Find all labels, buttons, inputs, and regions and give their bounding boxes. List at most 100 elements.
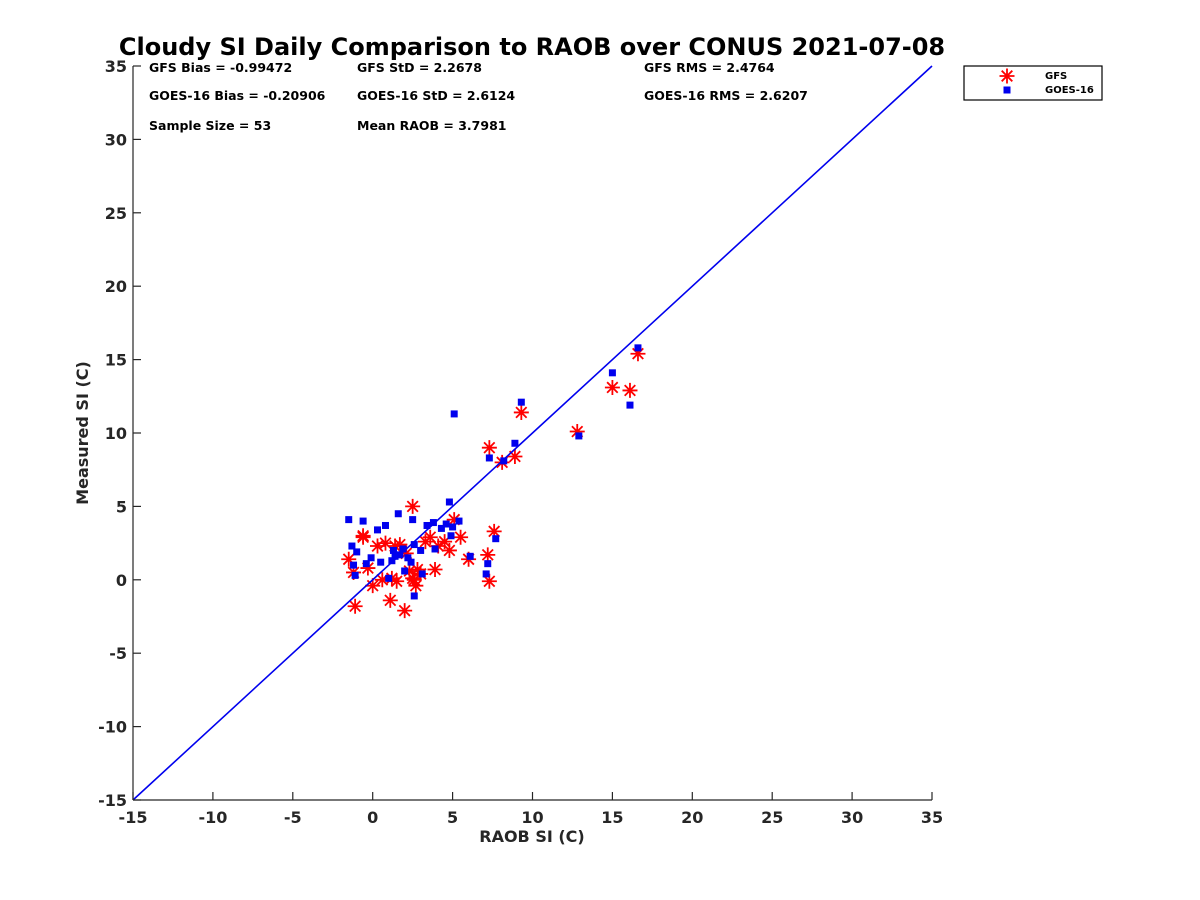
y-tick-label: 10 xyxy=(105,424,127,443)
goes16-point xyxy=(410,592,418,600)
goes16-point xyxy=(399,545,407,553)
gfs-point xyxy=(630,346,646,362)
goes16-point xyxy=(485,454,493,462)
goes16-point xyxy=(373,526,381,534)
goes16-point xyxy=(362,560,370,568)
gfs-point xyxy=(408,578,424,594)
gfs-point xyxy=(622,382,638,398)
gfs-marker-glyph xyxy=(999,68,1015,84)
x-tick-label: 35 xyxy=(921,808,943,827)
goes16-point xyxy=(492,535,500,543)
gfs-point xyxy=(486,523,502,539)
goes16-point xyxy=(367,554,375,562)
goes16-point xyxy=(431,545,439,553)
x-tick-label: -15 xyxy=(119,808,148,827)
goes16-point xyxy=(437,524,445,532)
stat-label: GFS RMS = 2.4764 xyxy=(644,60,775,75)
goes16-point xyxy=(423,521,431,529)
gfs-point xyxy=(569,424,585,440)
gfs-point xyxy=(365,578,381,594)
gfs-point xyxy=(453,529,469,545)
gfs-point xyxy=(387,538,403,554)
gfs-point xyxy=(382,592,398,608)
y-tick-label: -5 xyxy=(109,644,127,663)
one-to-one-line xyxy=(132,65,933,801)
x-axis-label: RAOB SI (C) xyxy=(479,827,584,846)
stat-label: Mean RAOB = 3.7981 xyxy=(357,118,506,133)
gfs-point xyxy=(369,538,385,554)
goes16-point xyxy=(351,571,359,579)
y-tick-label: 30 xyxy=(105,130,127,149)
legend-gfs-asterisk-icon xyxy=(999,68,1015,84)
goes16-point xyxy=(511,439,519,447)
gfs-point xyxy=(446,512,462,528)
gfs-point xyxy=(401,563,417,579)
gfs-point xyxy=(397,603,413,619)
gfs-point xyxy=(389,573,405,589)
gfs-point xyxy=(604,379,620,395)
gfs-point xyxy=(513,404,529,420)
gfs-point xyxy=(355,529,371,545)
legend: GFS GOES-16 xyxy=(963,65,1103,101)
stat-label: GOES-16 RMS = 2.6207 xyxy=(644,88,808,103)
x-tick-label: 20 xyxy=(681,808,703,827)
stat-label: Sample Size = 53 xyxy=(149,118,271,133)
goes16-point xyxy=(482,570,490,578)
gfs-point xyxy=(427,562,443,578)
gfs-point xyxy=(406,572,422,588)
statistics-panel: GFS Bias = -0.99472 GFS StD = 2.2678 GFS R… xyxy=(149,60,808,133)
goes16-point xyxy=(575,432,583,440)
y-axis-label: Measured SI (C) xyxy=(73,361,92,505)
goes16-point xyxy=(445,498,453,506)
gfs-point xyxy=(374,572,390,588)
y-tick-label: 5 xyxy=(116,497,127,516)
goes16-point xyxy=(391,552,399,560)
legend-goes16-square-icon xyxy=(1003,86,1011,94)
goes16-point xyxy=(626,401,634,409)
gfs-point xyxy=(405,498,421,514)
gfs-point xyxy=(341,551,357,567)
gfs-point xyxy=(481,573,497,589)
x-tick-label: -10 xyxy=(198,808,227,827)
goes16-point xyxy=(394,510,402,518)
gfs-point xyxy=(507,448,523,464)
y-tick-label: -15 xyxy=(98,791,127,810)
goes16-point xyxy=(377,558,385,566)
y-tick-label: 35 xyxy=(105,57,127,76)
goes16-point xyxy=(348,542,356,550)
gfs-point xyxy=(422,529,438,545)
y-tick-label: 15 xyxy=(105,351,127,370)
goes16-point xyxy=(418,570,426,578)
gfs-point xyxy=(398,545,414,561)
goes16-point xyxy=(353,548,361,556)
x-tick-label: 10 xyxy=(521,808,543,827)
goes16-point xyxy=(442,520,450,528)
legend-goes16-label: GOES-16 xyxy=(1045,85,1094,96)
goes16-point xyxy=(359,517,367,525)
goes16-point xyxy=(608,369,616,377)
gfs-point xyxy=(441,542,457,558)
stat-label: GFS StD = 2.2678 xyxy=(357,60,482,75)
goes16-point xyxy=(389,546,397,554)
y-tick-label: 0 xyxy=(116,571,127,590)
x-tick-label: 25 xyxy=(761,808,783,827)
goes16-point xyxy=(401,567,409,575)
chart-title: Cloudy SI Daily Comparison to RAOB over … xyxy=(119,33,945,61)
gfs-point xyxy=(347,598,363,614)
legend-gfs-label: GFS xyxy=(1045,71,1067,82)
x-ticks: -15 -10 -5 0 5 10 15 20 25 30 35 xyxy=(119,792,943,827)
legend-box xyxy=(963,65,1103,101)
y-tick-label: 20 xyxy=(105,277,127,296)
goes16-point xyxy=(455,517,463,525)
goes16-point xyxy=(484,560,492,568)
goes16-point xyxy=(466,552,474,560)
goes16-point xyxy=(409,516,417,524)
goes16-marker-glyph xyxy=(1003,86,1011,94)
y-ticks: -15 -10 -5 0 5 10 15 20 25 30 35 xyxy=(98,57,141,810)
gfs-point xyxy=(392,537,408,553)
x-tick-label: 0 xyxy=(367,808,378,827)
x-tick-label: 5 xyxy=(447,808,458,827)
goes16-point xyxy=(429,519,437,527)
gfs-point xyxy=(360,560,376,576)
goes16-point xyxy=(345,516,353,524)
